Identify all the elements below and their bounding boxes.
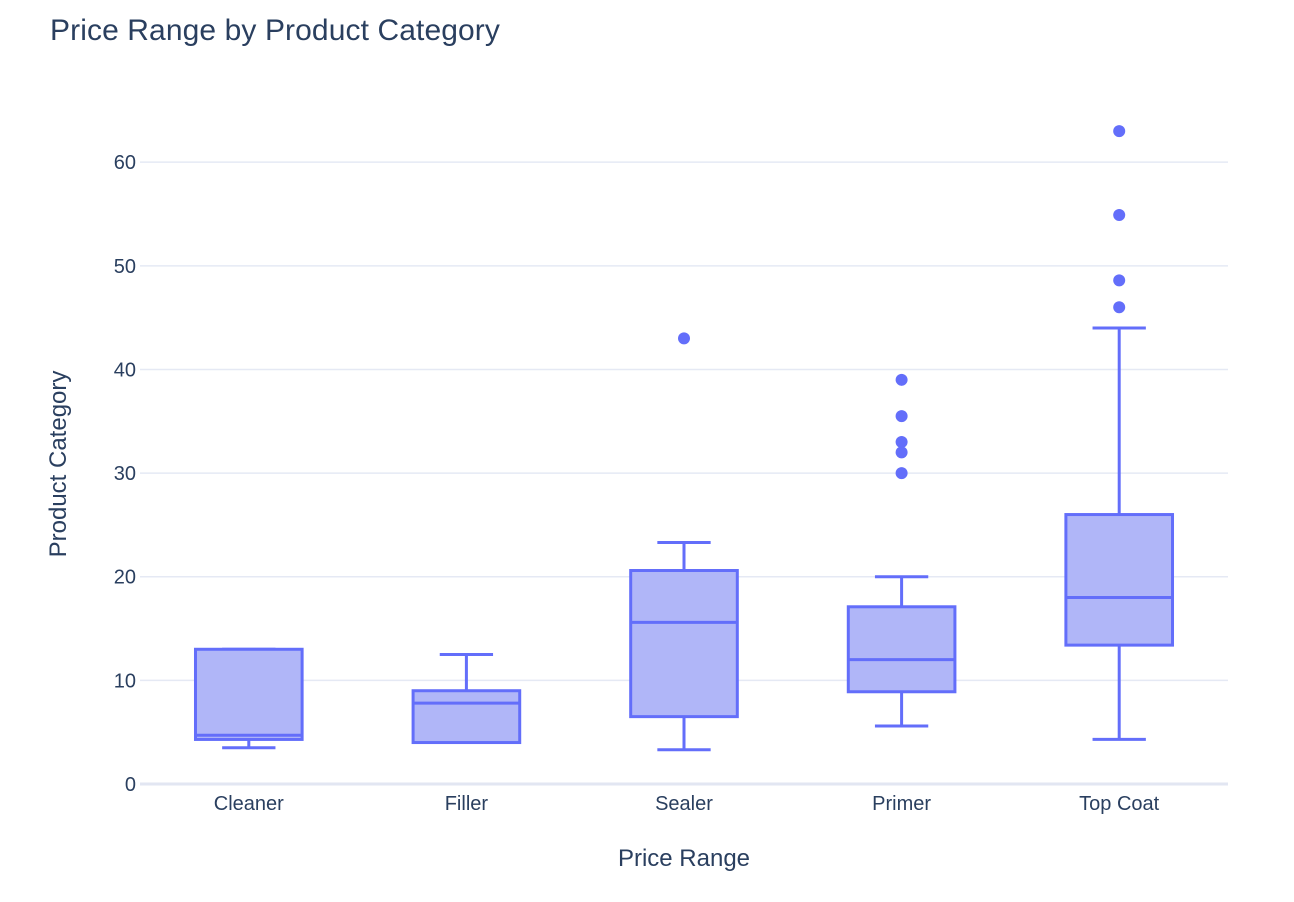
x-tick-label: Sealer	[655, 793, 713, 815]
boxes	[193, 125, 1175, 752]
x-tick-label: Primer	[872, 793, 931, 815]
outlier-point	[895, 410, 908, 423]
y-tick-label: 30	[114, 463, 136, 485]
outlier-point	[895, 446, 908, 459]
outlier-point	[1113, 274, 1126, 287]
iqr-box	[629, 569, 739, 719]
y-axis-ticks: 0 10 20 30 40 50 60	[114, 152, 136, 796]
y-tick-label: 50	[114, 256, 136, 278]
iqr-box	[411, 689, 522, 745]
outlier-point	[678, 332, 690, 345]
box-cleaner	[193, 647, 304, 750]
y-tick-label: 40	[114, 359, 136, 381]
x-axis-ticks: Cleaner Filler Sealer Primer Top Coat	[214, 793, 1160, 815]
y-axis-title: Product Category	[45, 371, 72, 558]
y-tick-label: 10	[114, 670, 136, 692]
iqr-box	[1064, 513, 1175, 647]
outlier-point	[895, 467, 908, 480]
iqr-box	[193, 647, 304, 741]
box-sealer	[629, 332, 739, 752]
box-filler	[411, 652, 522, 745]
x-axis-title: Price Range	[618, 845, 750, 872]
outlier-point	[895, 373, 908, 386]
x-tick-label: Cleaner	[214, 793, 284, 815]
y-tick-label: 0	[125, 774, 136, 796]
outlier-point	[895, 436, 908, 448]
x-tick-label: Top Coat	[1079, 793, 1159, 815]
box-top-coat	[1064, 125, 1175, 741]
x-tick-label: Filler	[445, 793, 489, 815]
outlier-point	[1113, 209, 1126, 222]
y-tick-label: 20	[114, 567, 136, 589]
box-primer	[846, 373, 957, 728]
y-tick-label: 60	[114, 152, 136, 174]
chart-title: Price Range by Product Category	[50, 14, 500, 47]
outlier-point	[1113, 301, 1126, 314]
outlier-point	[1113, 125, 1126, 138]
iqr-box	[846, 605, 957, 694]
